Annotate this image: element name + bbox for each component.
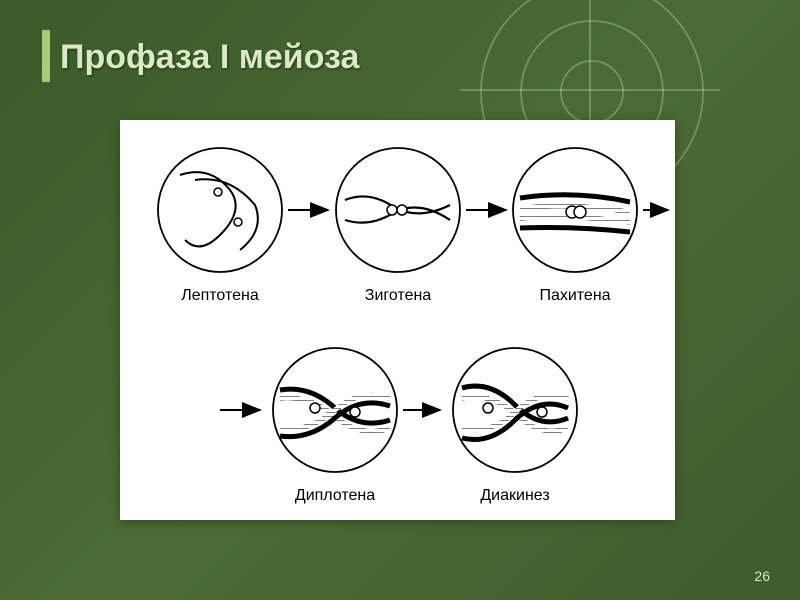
- stage-diplotene: Диплотена: [273, 348, 397, 504]
- diagram-svg: Лептотена Зиготена: [120, 120, 675, 520]
- label-pachytene: Пахитена: [539, 287, 610, 304]
- slide: Профаза I мейоза: [0, 0, 800, 600]
- diagram-figure: Лептотена Зиготена: [120, 120, 675, 520]
- stage-diakinesis: Диакинез: [453, 348, 577, 504]
- stage-pachytene: Пахитена: [513, 148, 637, 304]
- label-diakinesis: Диакинез: [480, 487, 549, 504]
- label-leptotene: Лептотена: [181, 287, 259, 304]
- label-diplotene: Диплотена: [295, 487, 375, 504]
- slide-title: Профаза I мейоза: [60, 38, 359, 77]
- stage-zygotene: Зиготена: [336, 148, 460, 304]
- page-number: 26: [754, 568, 770, 584]
- stage-leptotene: Лептотена: [158, 148, 282, 304]
- label-zygotene: Зиготена: [365, 287, 432, 304]
- title-accent-bar: [42, 30, 50, 82]
